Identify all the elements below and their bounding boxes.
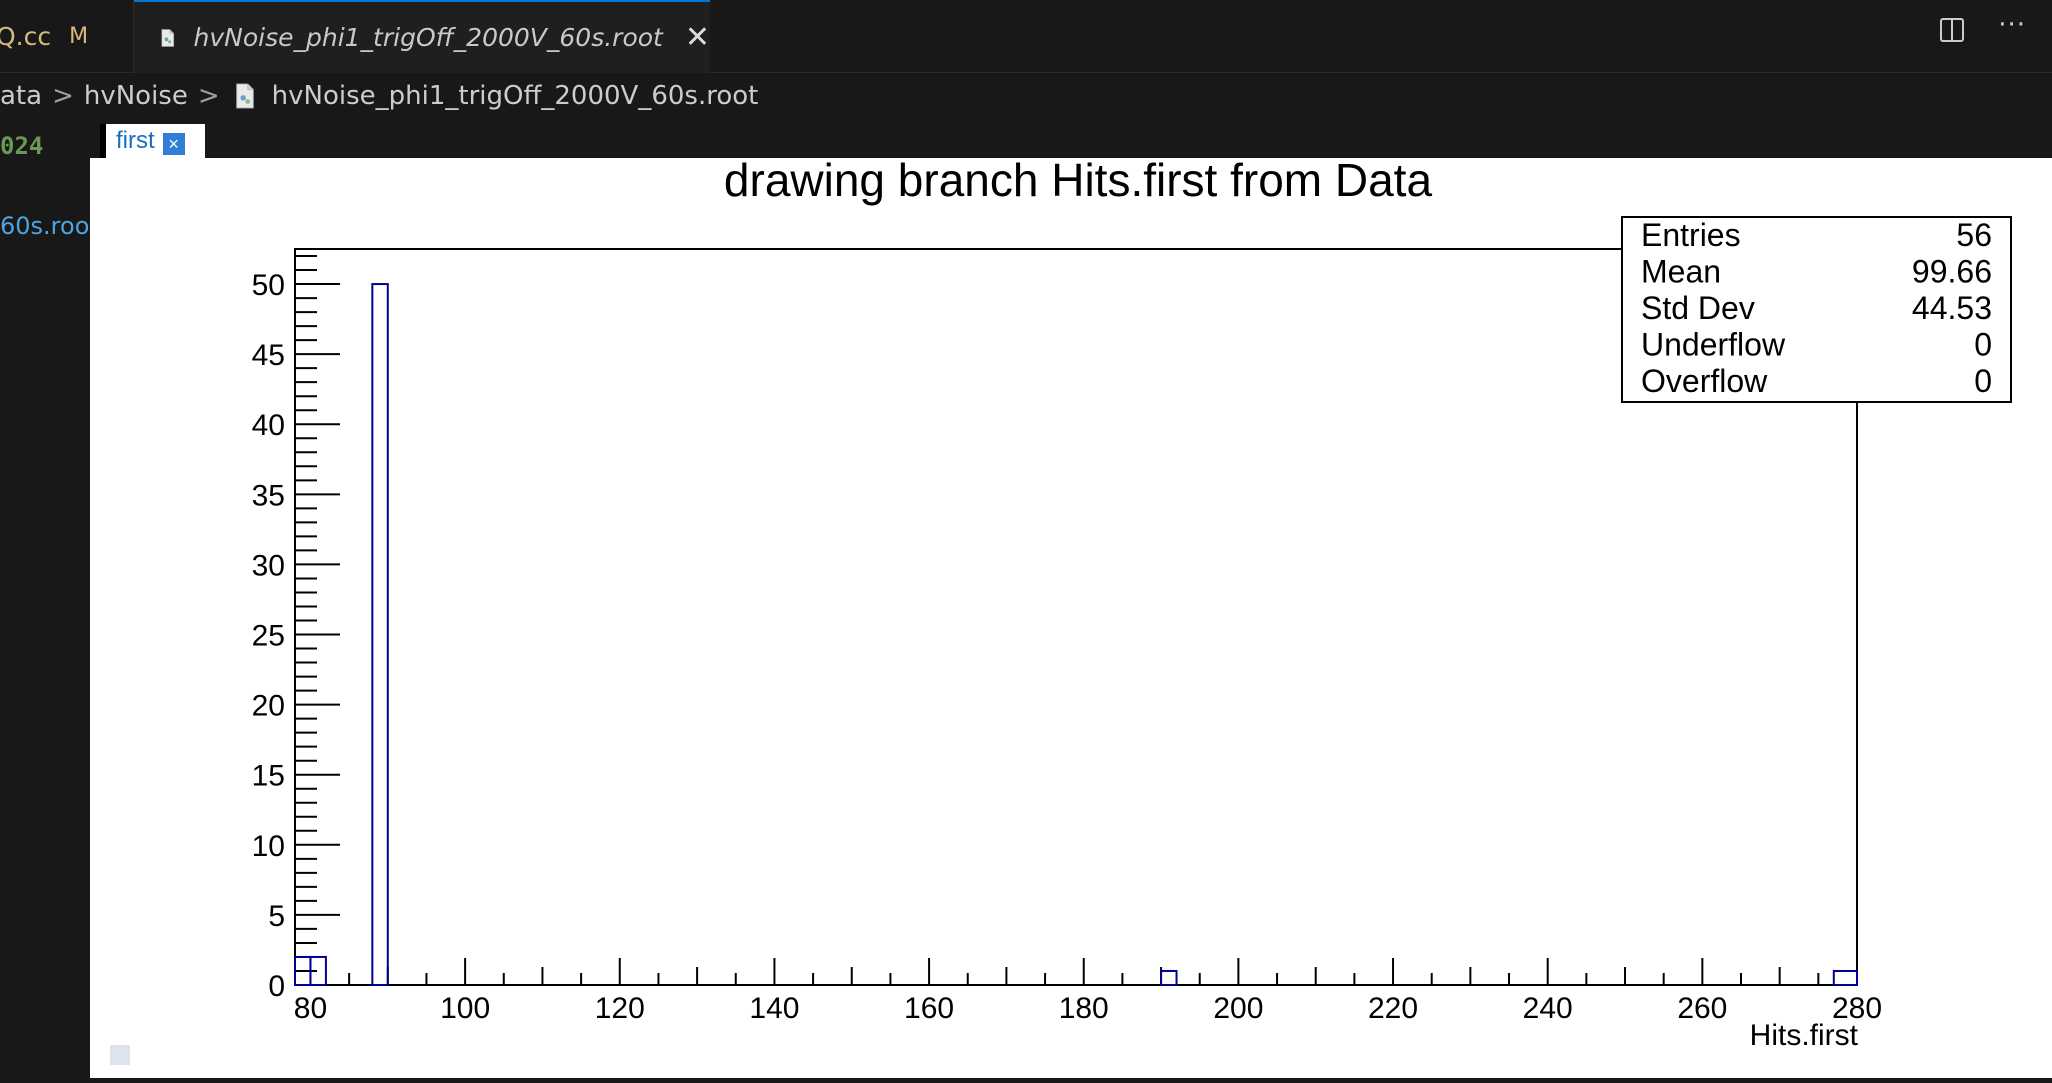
sidebar-file-fragment[interactable]: 60s.roo	[0, 212, 90, 240]
plot-frame	[294, 248, 1858, 986]
y-tick-label: 15	[252, 760, 285, 793]
root-file-icon	[161, 28, 174, 47]
root-canvas: drawing branch Hits.first from Data 0 5 10…	[90, 154, 2052, 1078]
breadcrumb: ata > hvNoise > hvNoise_phi1_trigOff_200…	[0, 73, 2052, 118]
y-tick-label: 40	[252, 409, 285, 442]
y-tick-label: 25	[252, 620, 285, 653]
stats-box: Entries 56 Mean 99.66 Std Dev 44.53 Underflow 0…	[1621, 216, 2012, 403]
stats-value: 0	[1974, 327, 1992, 363]
x-tick-label: 160	[904, 992, 954, 1025]
sidebar	[0, 118, 90, 1078]
close-icon[interactable]: ×	[162, 133, 185, 155]
y-tick-label: 0	[268, 970, 285, 1003]
x-tick-label: 240	[1523, 992, 1573, 1025]
chevron-right-icon: >	[52, 80, 74, 111]
stats-label: Std Dev	[1641, 290, 1755, 326]
histogram-bar	[371, 283, 389, 987]
y-tick-label: 45	[252, 339, 285, 372]
x-tick-label: 120	[595, 992, 645, 1025]
canvas-corner-handle[interactable]	[110, 1045, 130, 1065]
histogram-bar	[1160, 969, 1178, 987]
y-tick-label: 20	[252, 690, 285, 723]
y-axis: 0 5 10 15 20 25 30 35 40 45 50	[252, 255, 340, 1003]
breadcrumb-item-hvnoise[interactable]: hvNoise	[83, 80, 188, 111]
histogram-bar	[1832, 969, 1859, 987]
y-tick-label: 5	[268, 900, 285, 933]
y-tick-label: 30	[252, 549, 285, 582]
histogram-svg: drawing branch Hits.first from Data 0 5 10…	[252, 154, 2012, 1052]
x-tick-label: 280	[1832, 992, 1882, 1025]
stats-value: 99.66	[1912, 254, 1992, 290]
sidebar-folder-fragment[interactable]: 024	[0, 132, 44, 160]
split-editor-icon[interactable]	[1940, 18, 1965, 42]
tab-active-label: hvNoise_phi1_trigOff_2000V_60s.root	[193, 23, 663, 52]
y-tick-label: 35	[252, 479, 285, 512]
x-tick-label: 200	[1213, 992, 1263, 1025]
x-tick-label: 100	[440, 992, 490, 1025]
chevron-right-icon: >	[197, 80, 220, 111]
histogram-bins	[294, 283, 1859, 987]
x-tick-label: 260	[1677, 992, 1727, 1025]
root-canvas-tab-label: first	[116, 127, 155, 154]
x-tick-label: 180	[1059, 992, 1109, 1025]
breadcrumb-item-data[interactable]: ata	[0, 80, 43, 111]
chart-title: drawing branch Hits.first from Data	[724, 158, 1433, 206]
histogram-bar	[309, 955, 327, 987]
stats-label: Entries	[1641, 217, 1741, 253]
x-tick-label: 220	[1368, 992, 1418, 1025]
plot-frame-rect	[294, 248, 1858, 986]
stats-label: Overflow	[1641, 363, 1768, 399]
editor-actions: ···	[1940, 10, 2026, 42]
x-axis: 80 100 120 140 160 180 200 220 240 260 280	[294, 958, 1882, 1025]
stats-label: Mean	[1641, 254, 1721, 290]
stats-value: 44.53	[1912, 290, 1992, 326]
tab-previous-file[interactable]: Q.cc M	[0, 0, 134, 72]
editor-tab-bar: Q.cc M hvNoise_phi1_trigOff_2000V_60s.ro…	[0, 0, 2052, 73]
x-axis-label: Hits.first	[1750, 1019, 1859, 1052]
tab-active-root-file[interactable]: hvNoise_phi1_trigOff_2000V_60s.root ✕	[134, 0, 710, 73]
stats-label: Underflow	[1641, 327, 1786, 363]
close-tab-icon[interactable]: ✕	[684, 20, 710, 55]
more-actions-icon[interactable]: ···	[1998, 10, 2026, 40]
root-file-icon	[235, 83, 254, 108]
modified-badge: M	[69, 23, 89, 49]
x-tick-label: 80	[294, 992, 327, 1025]
breadcrumb-item-file[interactable]: hvNoise_phi1_trigOff_2000V_60s.root	[271, 80, 759, 111]
y-tick-label: 10	[252, 830, 285, 863]
stats-value: 0	[1974, 363, 1992, 399]
root-canvas-tab[interactable]: first ×	[100, 124, 205, 158]
stats-value: 56	[1956, 217, 1992, 253]
y-tick-label: 50	[252, 269, 285, 302]
tab-previous-file-label: Q.cc	[0, 21, 52, 51]
x-tick-label: 140	[749, 992, 799, 1025]
